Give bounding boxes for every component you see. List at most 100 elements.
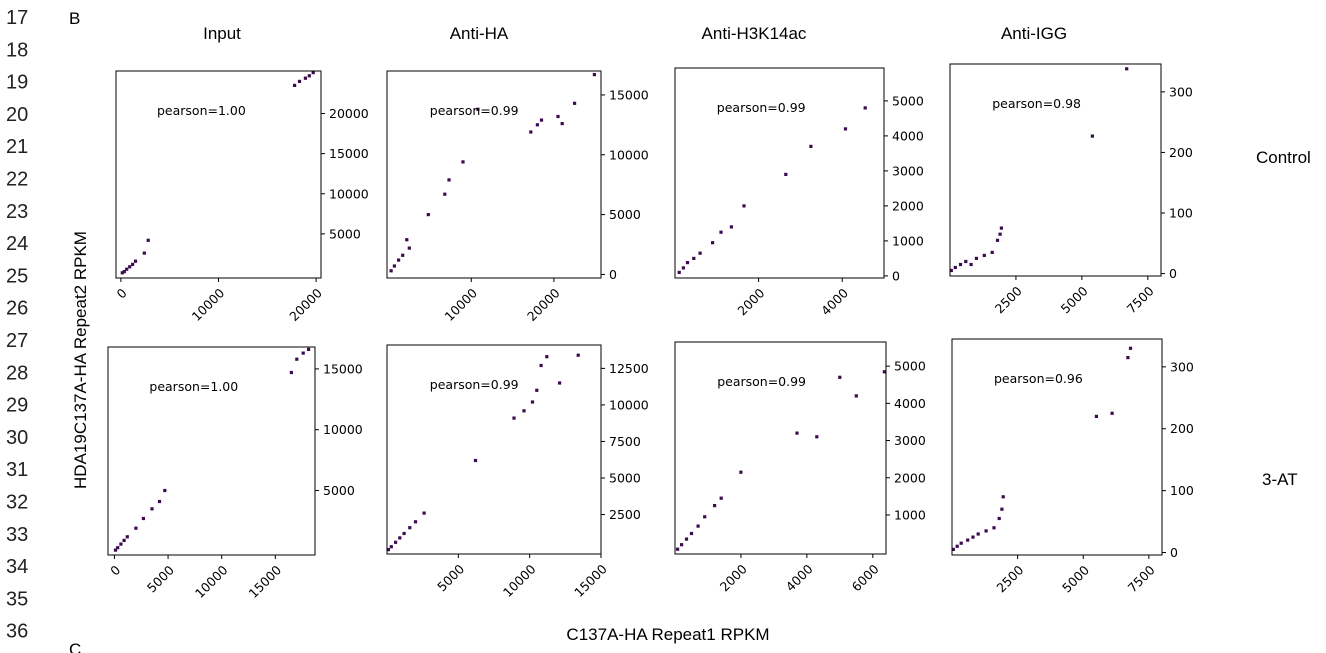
data-point [122,538,126,542]
line-number: 27 [6,330,28,352]
y-tick-label: 10000 [609,147,649,162]
x-tick-label: 0 [107,562,123,578]
data-point [142,251,146,255]
y-tick-label: 20000 [329,106,369,121]
data-point [297,79,302,83]
line-numbers: 17 18 19 20 21 22 23 24 25 26 27 28 29 30 31 32 33 34 35 36… [6,7,28,643]
data-point [999,226,1003,230]
data-point [301,351,305,355]
line-number: 19 [6,72,28,94]
data-point [120,271,124,275]
y-tick-label: 100 [1170,483,1194,498]
y-tick-label: 5000 [329,226,361,241]
data-point [125,267,129,271]
data-point [711,241,715,245]
column-title-anti-igg: Anti-IGG [1001,24,1067,43]
y-tick-label: 0 [1169,266,1177,281]
data-point [131,262,135,266]
plot-frame [107,346,316,556]
column-title-anti-ha: Anti-HA [450,24,509,43]
data-point [397,258,401,262]
data-point [119,542,123,546]
data-point [128,265,132,269]
data-point [974,256,978,260]
data-point [984,529,988,533]
data-point [815,435,819,439]
data-point [293,83,297,87]
panel-anti-ha-control: pearson=0.99 10000 20000 0 5000 10000 15000 [386,70,649,324]
data-point [1001,495,1005,499]
x-tick-label: 4000 [818,285,851,318]
data-point [677,270,681,274]
y-tick-label: 5000 [609,471,641,486]
y-tick-label: 4000 [892,128,924,143]
x-tick-label: 5000 [1058,283,1091,316]
x-tick-label: 5000 [434,561,467,594]
line-number: 30 [6,427,28,449]
y-tick-label: 2500 [609,507,641,522]
line-number: 28 [6,362,28,384]
data-point [163,488,167,493]
data-point [1094,414,1098,418]
data-point [951,547,955,551]
data-point [1000,507,1004,511]
row-label-3-at: 3-AT [1262,470,1298,489]
data-point [990,250,994,254]
data-point [838,375,842,379]
data-point [535,123,539,127]
plot-frame [951,338,1163,556]
y-tick-label: 200 [1170,421,1194,436]
y-tick-label: 10000 [609,397,649,412]
data-point [969,262,973,267]
y-tick-label: 5000 [323,483,355,498]
data-point [116,546,120,550]
data-point [680,543,684,547]
data-point [556,114,560,119]
panel-input-control: pearson=1.00 0 10000 20000 5000 10000 15000 200… [114,70,369,324]
data-point [113,548,118,552]
panel-letter-b: B [69,9,80,28]
data-point [964,259,968,264]
plot-frame [674,67,885,279]
data-point [447,178,451,182]
line-number: 18 [6,39,28,61]
y-tick-label: 15000 [323,361,363,376]
data-point [676,547,680,551]
data-point [408,526,412,530]
data-point [289,370,293,375]
data-point [146,238,150,242]
data-point [976,532,980,536]
pearson-annotation: pearson=0.99 [430,103,519,118]
data-point [966,538,970,542]
y-tick-label: 15000 [329,146,369,161]
y-tick-label: 1000 [894,507,926,522]
data-point [784,172,788,176]
y-tick-label: 12500 [609,361,649,376]
data-point [573,101,577,105]
data-point [689,531,694,536]
data-point [535,388,539,392]
data-point [473,458,478,463]
data-point [949,268,953,273]
panel-anti-h3k14ac-3-at: pearson=0.99 2000 4000 6000 1000 2000 3000 4000… [674,341,926,594]
y-tick-label: 4000 [894,396,926,411]
pearson-annotation: pearson=0.99 [430,377,519,392]
plot-frame [386,344,602,555]
x-tick-label: 5000 [144,562,177,595]
plot-frame [386,70,602,279]
y-tick-label: 3000 [892,163,924,178]
y-tick-label: 5000 [892,93,924,108]
data-point [522,409,526,413]
data-point [795,431,799,435]
x-tick-label: 10000 [500,561,539,600]
y-tick-label: 0 [609,267,617,282]
data-point [422,511,426,515]
data-point [719,230,723,234]
data-point [1110,411,1114,415]
line-number: 26 [6,298,28,320]
x-tick-label: 15000 [571,561,610,600]
y-tick-label: 200 [1169,145,1193,160]
x-tick-label: 10000 [192,562,231,601]
data-point [685,261,690,265]
data-point [150,507,154,511]
